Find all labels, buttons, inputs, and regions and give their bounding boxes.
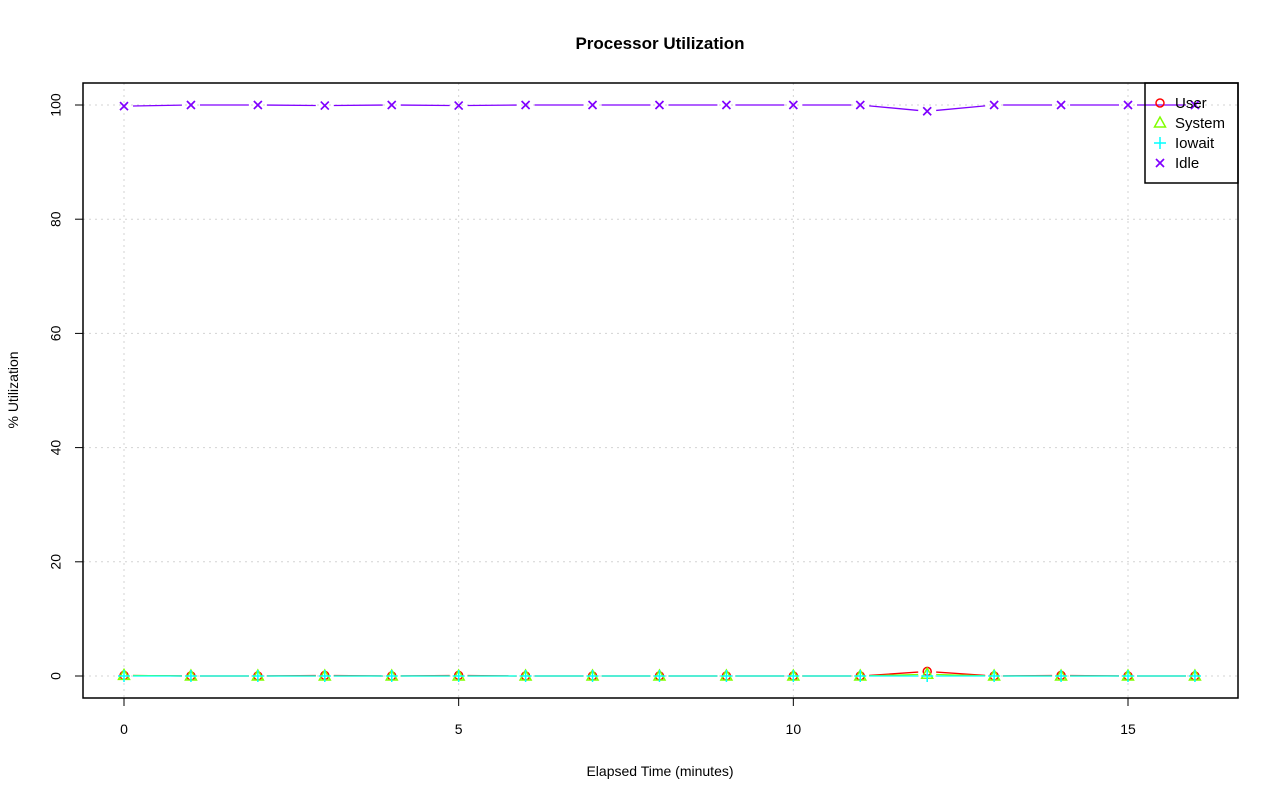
y-tick-label: 40 xyxy=(48,440,64,456)
plot-frame xyxy=(82,82,1239,699)
series-idle xyxy=(119,100,1200,116)
data-point-iowait xyxy=(586,670,599,682)
line-segment xyxy=(869,105,919,112)
data-point-idle xyxy=(855,100,865,110)
legend-idle-icon xyxy=(1155,158,1165,168)
legend-user-icon xyxy=(1155,98,1165,108)
data-point-iowait xyxy=(1122,670,1134,682)
line-segment xyxy=(936,671,986,677)
x-tick-label: 10 xyxy=(786,721,802,737)
legend-iowait-icon xyxy=(1154,137,1166,149)
x-tick-label: 5 xyxy=(455,721,463,737)
data-point-idle xyxy=(788,100,798,110)
legend-label: User xyxy=(1175,95,1207,112)
data-point-iowait xyxy=(988,670,1001,682)
data-point-idle xyxy=(186,100,196,110)
data-point-idle xyxy=(119,101,129,111)
data-point-iowait xyxy=(318,670,331,682)
data-point-iowait xyxy=(921,670,934,682)
data-point-idle xyxy=(520,100,531,110)
legend-box xyxy=(1144,82,1239,184)
data-point-idle xyxy=(454,100,464,111)
data-point-iowait xyxy=(452,670,465,682)
y-tick-label: 100 xyxy=(48,93,64,117)
y-tick-label: 60 xyxy=(48,325,64,341)
data-point-iowait xyxy=(118,670,130,682)
data-point-iowait xyxy=(720,670,733,682)
y-axis-label: % Utilization xyxy=(5,351,21,428)
data-point-iowait xyxy=(787,670,800,682)
data-point-idle xyxy=(922,106,932,116)
data-point-iowait xyxy=(653,670,666,682)
data-point-idle xyxy=(1123,100,1133,110)
data-point-idle xyxy=(721,100,732,110)
legend: User System Iowait Idle xyxy=(1144,82,1239,184)
axes: 0 5 10 15 0 20 40 60 80 100 xyxy=(48,93,1136,737)
legend-system-icon xyxy=(1153,115,1167,128)
data-point-iowait xyxy=(854,670,867,682)
data-point-idle xyxy=(654,100,665,110)
data-point-iowait xyxy=(184,670,197,682)
y-tick-label: 0 xyxy=(48,672,64,680)
y-tick-label: 80 xyxy=(48,211,64,227)
grid xyxy=(83,83,1238,698)
legend-label: Idle xyxy=(1175,155,1199,172)
data-point-iowait xyxy=(251,670,264,682)
data-point-iowait xyxy=(519,670,532,682)
data-point-idle xyxy=(1056,100,1066,110)
data-point-iowait xyxy=(385,670,398,682)
data-point-idle xyxy=(253,100,263,110)
data-point-idle xyxy=(587,100,598,110)
line-segment xyxy=(869,671,919,677)
x-axis-label: Elapsed Time (minutes) xyxy=(586,763,733,779)
chart-title: Processor Utilization xyxy=(575,34,744,53)
series-iowait xyxy=(118,670,1201,682)
series-group xyxy=(117,100,1202,682)
y-tick-label: 20 xyxy=(48,554,64,570)
line-segment xyxy=(936,105,986,112)
data-point-idle xyxy=(989,100,999,110)
legend-label: Iowait xyxy=(1175,135,1215,152)
data-point-iowait xyxy=(1188,670,1201,682)
data-point-idle xyxy=(320,100,330,111)
data-point-iowait xyxy=(1055,670,1068,682)
x-tick-label: 15 xyxy=(1120,721,1136,737)
x-tick-label: 0 xyxy=(120,721,128,737)
data-point-idle xyxy=(1190,100,1200,110)
data-point-idle xyxy=(387,100,397,110)
legend-label: System xyxy=(1175,115,1225,132)
line-segment xyxy=(132,104,182,107)
